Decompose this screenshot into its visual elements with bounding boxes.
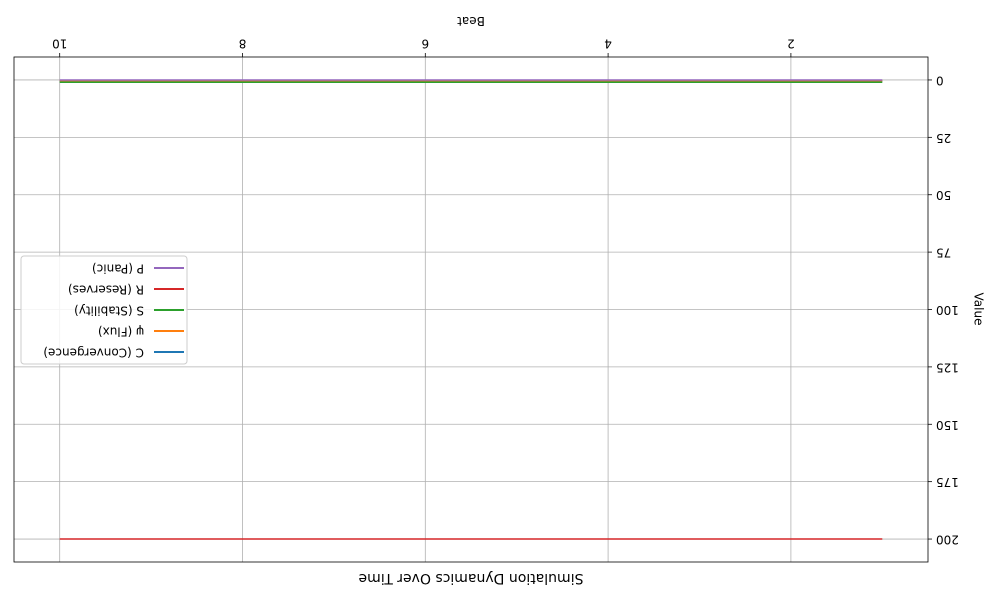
y-tick-label: 0 <box>936 73 944 87</box>
x-tick-label: 8 <box>239 37 247 51</box>
y-axis: 0 25 50 75 100 125 150 175 200 <box>928 73 959 546</box>
y-tick-label: 50 <box>936 188 951 202</box>
x-tick-label: 2 <box>787 37 795 51</box>
legend-label: P (Panic) <box>92 262 144 276</box>
y-tick-label: 75 <box>936 246 951 260</box>
x-tick-label: 4 <box>604 37 612 51</box>
y-tick-label: 125 <box>936 360 959 374</box>
y-tick-label: 100 <box>936 303 959 317</box>
y-tick-label: 175 <box>936 475 959 489</box>
legend-label: S (Stability) <box>74 304 144 318</box>
x-tick-label: 10 <box>52 37 67 51</box>
x-tick-label: 6 <box>421 37 429 51</box>
chart-title: Simulation Dynamics Over Time <box>359 570 584 586</box>
x-axis: 2 4 6 8 10 <box>52 37 795 58</box>
legend-label: ψ (Flux) <box>98 325 144 339</box>
y-tick-label: 200 <box>936 533 959 547</box>
legend-label: C (Convergence) <box>43 346 144 360</box>
y-tick-label: 150 <box>936 418 959 432</box>
x-axis-label: Beat <box>457 14 485 28</box>
y-axis-label: Value <box>972 293 986 326</box>
legend: C (Convergence) ψ (Flux) S (Stability) R (R… <box>21 256 187 364</box>
legend-label: R (Reserves) <box>68 283 144 297</box>
y-tick-label: 25 <box>936 131 951 145</box>
